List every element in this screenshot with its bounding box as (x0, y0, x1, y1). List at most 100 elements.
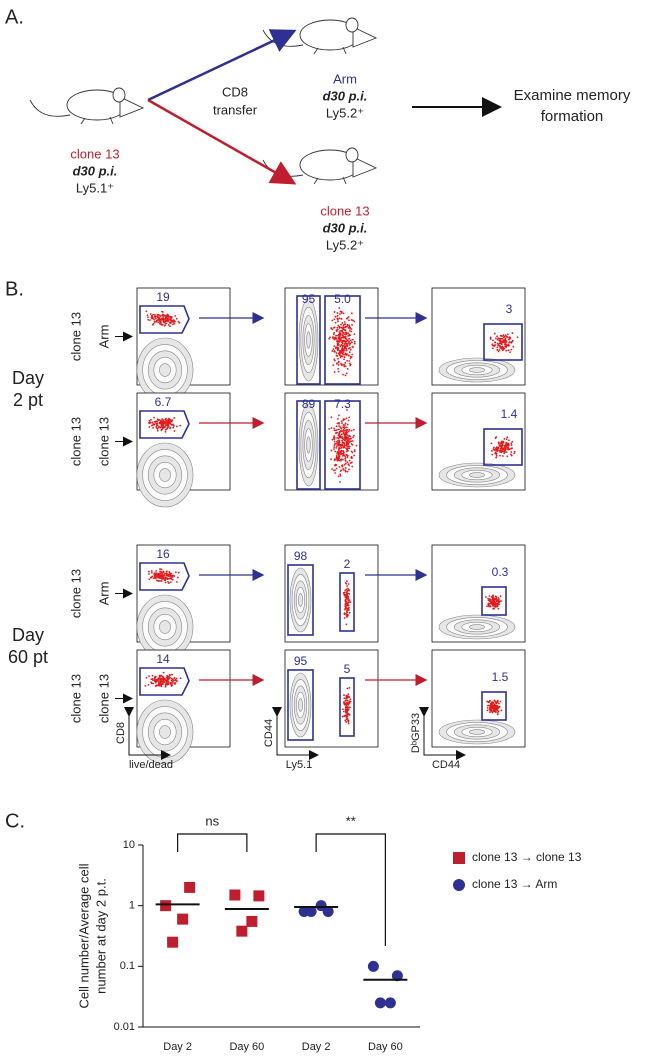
event-dot (339, 334, 342, 336)
event-dot (343, 345, 346, 348)
event-dot (173, 682, 175, 684)
event-dot (346, 454, 349, 457)
event-dot (159, 679, 162, 682)
event-dot (165, 419, 168, 422)
gate-value: 14 (156, 652, 170, 666)
event-dot (333, 444, 336, 446)
event-dot (342, 710, 345, 713)
event-dot (169, 325, 171, 328)
event-dot (512, 345, 515, 348)
event-dot (352, 319, 354, 322)
event-dot (170, 423, 173, 426)
event-dot (152, 427, 155, 429)
day-label: Day (12, 625, 44, 645)
event-dot (339, 350, 342, 352)
event-dot (491, 453, 494, 456)
x-tick-label: Day 60 (229, 1041, 264, 1053)
event-dot (160, 425, 163, 428)
recipient-strain: Arm (333, 71, 357, 86)
event-dot (505, 340, 508, 343)
significance-label: ns (205, 813, 219, 828)
event-dot (346, 439, 349, 442)
event-dot (148, 419, 151, 422)
event-dot (336, 342, 339, 344)
mouse-icon (262, 147, 377, 185)
event-dot (338, 337, 340, 340)
event-dot (164, 318, 167, 321)
donor-time: d30 p.i. (73, 163, 118, 178)
gate-value: 16 (156, 547, 170, 561)
significance-bracket (177, 833, 248, 852)
event-dot (494, 341, 497, 344)
recipient-strain: clone 13 (320, 203, 369, 218)
event-dot (491, 450, 493, 452)
event-dot (346, 353, 349, 356)
event-dot (340, 427, 343, 430)
y-tick-label: 10 (123, 839, 135, 851)
event-dot (343, 594, 346, 597)
event-dot (348, 429, 351, 431)
event-dot (504, 447, 507, 450)
event-dot (336, 437, 339, 439)
event-dot (340, 343, 343, 346)
event-dot (491, 343, 494, 346)
gate (324, 295, 361, 385)
event-dot (344, 326, 347, 329)
event-dot (164, 684, 167, 687)
event-dot (346, 580, 348, 582)
point (253, 890, 265, 902)
event-dot (169, 573, 172, 576)
event-dot (343, 356, 346, 359)
event-dot (344, 342, 347, 345)
event-dot (346, 317, 349, 319)
event-dot (145, 676, 148, 679)
event-dot (339, 443, 342, 446)
gate-value: 5 (344, 662, 351, 676)
event-dot (338, 307, 341, 309)
event-dot (164, 428, 167, 431)
event-dot (346, 360, 349, 362)
event-dot (336, 328, 339, 331)
point (167, 936, 179, 948)
event-dot (173, 319, 175, 322)
event-dot (510, 451, 513, 453)
event-dot (152, 313, 155, 316)
point (236, 925, 248, 937)
event-dot (487, 603, 490, 606)
event-dot (343, 463, 346, 466)
event-dot (337, 434, 340, 437)
event-dot (343, 694, 345, 696)
event-dot (335, 442, 337, 445)
event-dot (166, 577, 169, 580)
event-dot (337, 357, 339, 360)
event-dot (157, 684, 159, 687)
event-dot (153, 573, 156, 576)
event-dot (333, 438, 336, 440)
event-dot (497, 603, 500, 605)
event-dot (339, 313, 341, 315)
gate (296, 295, 321, 385)
event-dot (338, 432, 341, 435)
event-dot (342, 468, 345, 470)
event-dot (158, 314, 161, 317)
event-dot (338, 436, 341, 439)
event-dot (154, 421, 157, 424)
event-dot (340, 339, 342, 342)
event-dot (507, 448, 510, 451)
event-dot (344, 699, 347, 702)
event-dot (347, 703, 350, 706)
event-dot (353, 454, 356, 457)
event-dot (160, 580, 163, 582)
event-dot (346, 323, 349, 326)
contour (469, 624, 485, 630)
event-dot (492, 594, 494, 597)
event-dot (506, 446, 509, 449)
event-dot (345, 602, 347, 605)
event-dot (348, 337, 351, 340)
gate (296, 400, 321, 490)
event-dot (340, 469, 343, 472)
row-label: clone 13 (68, 417, 83, 466)
event-dot (352, 428, 355, 431)
event-dot (151, 421, 154, 424)
gate-value: 1.5 (492, 670, 509, 684)
